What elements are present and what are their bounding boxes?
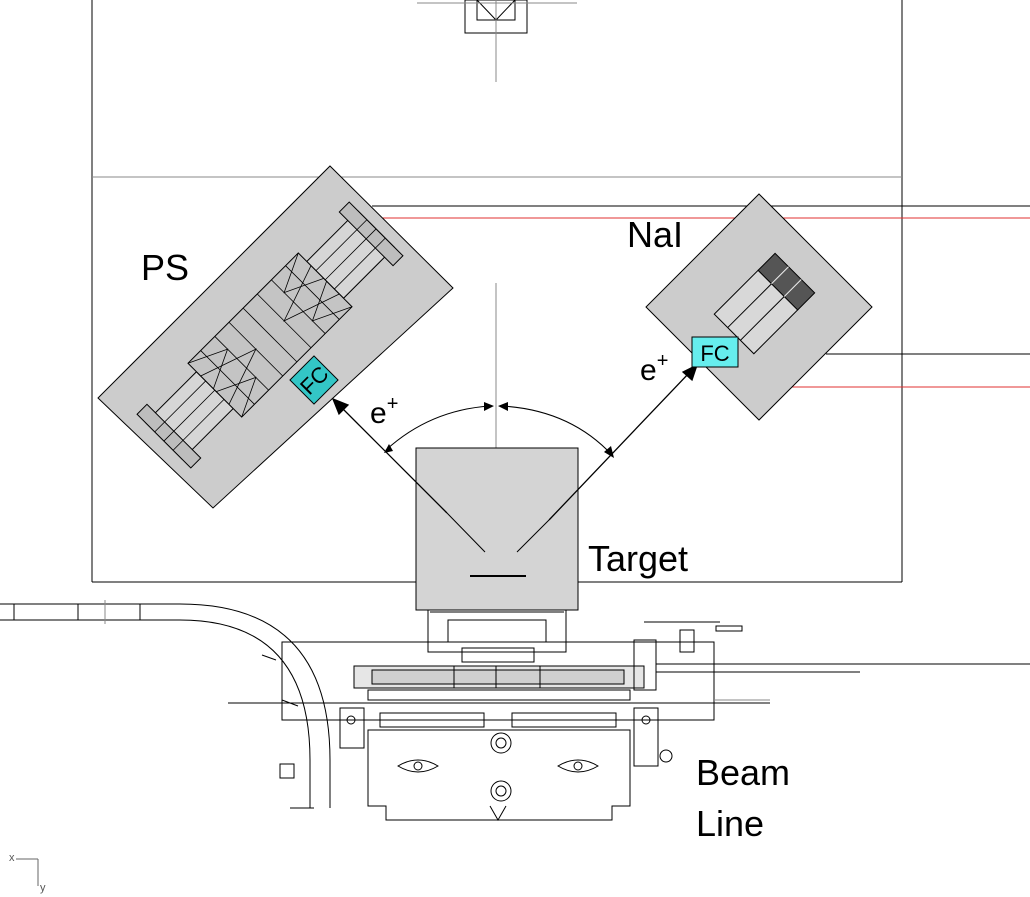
positron-label-left: e+ <box>370 393 398 430</box>
positron-label-right: e+ <box>640 350 668 387</box>
angle-arcs <box>384 402 614 458</box>
nai-label: NaI <box>627 214 683 255</box>
ps-detector <box>97 165 454 509</box>
beam-line-pipe <box>0 600 331 809</box>
top-fixture <box>417 0 577 82</box>
ps-detector-assembly <box>136 201 404 469</box>
axis-x-label: x <box>9 852 15 864</box>
mounting-plate <box>228 609 1030 721</box>
target-block <box>415 447 579 611</box>
ps-label: PS <box>141 247 189 288</box>
beam-line-label-1: Beam <box>696 752 790 793</box>
nai-crystal-array <box>713 252 816 355</box>
cable-lines <box>372 205 1030 388</box>
beam-line-label-2: Line <box>696 803 764 844</box>
left-arrowhead <box>331 397 350 416</box>
positron-trajectories <box>331 363 699 521</box>
axis-y-label: y <box>40 882 46 894</box>
right-arrowhead <box>681 363 699 382</box>
lower-stage <box>339 707 673 822</box>
fc-right-label: FC <box>700 341 729 366</box>
chamber-outline <box>91 0 903 583</box>
target-label: Target <box>588 538 688 579</box>
axis-indicator <box>16 858 39 886</box>
fc-right: FC <box>691 336 739 368</box>
